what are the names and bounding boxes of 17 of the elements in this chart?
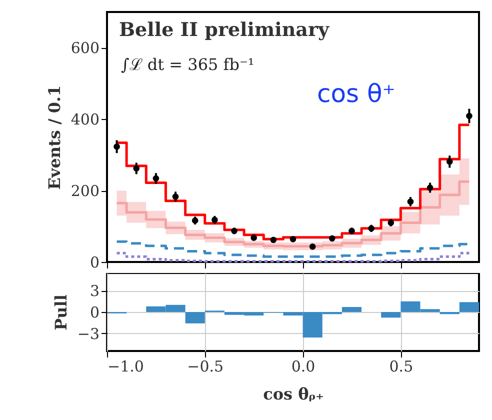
x-tick-label: 0.0 [291,358,316,376]
y-tick-label: 600 [70,39,100,58]
y-tick-label: 0 [90,304,100,322]
annotation: Belle II preliminary [119,19,330,41]
y-tick-label: −3 [77,324,100,343]
x-tick-label: −0.5 [187,358,224,376]
annotation: ∫ℒ dt = 365 fb⁻¹ [121,55,254,74]
y-axis-title: Pull [51,294,70,330]
y-tick-label: 3 [90,282,100,300]
annotation: cos θ⁺ [317,79,396,108]
y-tick-label: 0 [90,254,100,272]
y-axis-title: Events / 0.1 [44,85,64,190]
y-tick-label: 400 [70,110,100,129]
x-tick-label: 0.5 [389,358,414,376]
y-tick-label: 200 [70,182,100,200]
x-axis-title: cos θᵨ₊ [263,384,324,404]
x-tick-label: −1.0 [108,358,144,376]
